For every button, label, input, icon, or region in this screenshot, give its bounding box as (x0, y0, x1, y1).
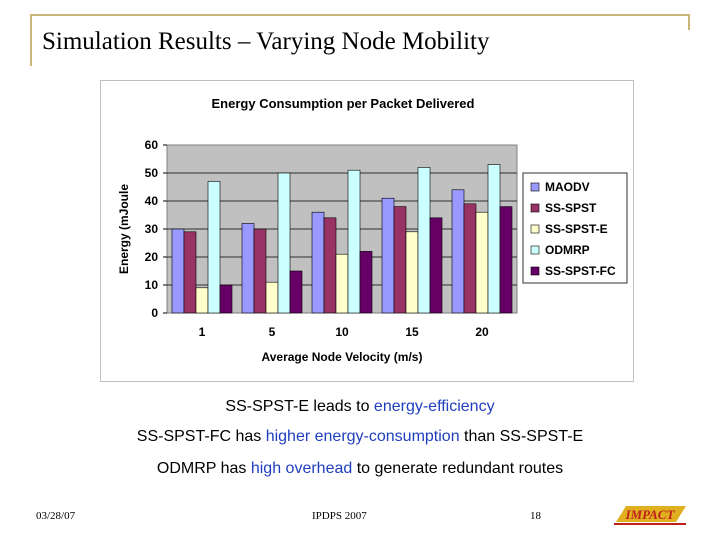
legend-swatch (530, 266, 540, 276)
footer-date: 03/28/07 (36, 510, 76, 522)
legend-swatch (530, 245, 540, 255)
x-tick-label: 10 (335, 325, 349, 339)
y-tick-label: 50 (145, 166, 159, 180)
bar-ss-spst-fc (429, 217, 443, 314)
y-tick-label: 0 (151, 306, 158, 320)
bar-ss-spst (463, 203, 477, 314)
note-line-1: SS-SPST-E leads to energy-efficiency (0, 398, 720, 416)
impact-logo: IMPACT (614, 506, 686, 525)
legend-label: SS-SPST (545, 201, 597, 215)
bar-ss-spst (253, 228, 267, 314)
slide-title: Simulation Results – Varying Node Mobili… (42, 28, 490, 55)
footer-page-number: 18 (530, 510, 541, 522)
bar-ss-spst-e (475, 211, 489, 314)
legend-label: SS-SPST-E (545, 222, 608, 236)
bar-odmrp (347, 169, 361, 314)
bar-ss-spst-e (405, 231, 419, 314)
x-axis-title: Average Node Velocity (m/s) (262, 350, 423, 364)
note-line-3-a: ODMRP has (156, 460, 251, 477)
legend-box (522, 172, 628, 284)
note-line-2-a: SS-SPST-FC has (136, 428, 266, 445)
y-tick-label: 20 (145, 250, 159, 264)
logo-text: IMPACT (625, 507, 676, 522)
y-tick-label: 10 (145, 278, 159, 292)
slide-frame-right (688, 14, 690, 30)
legend-label: SS-SPST-FC (545, 264, 616, 278)
footer-venue: IPDPS 2007 (312, 510, 367, 522)
note-line-2-c: than SS-SPST-E (459, 428, 584, 445)
slide-frame-left (30, 14, 32, 66)
chart-container: Energy Consumption per Packet Delivered 0… (100, 80, 634, 382)
bar-maodv (311, 211, 325, 314)
bar-ss-spst-e (195, 287, 209, 314)
bar-ss-spst-e (335, 253, 349, 314)
x-tick-label: 20 (475, 325, 489, 339)
bar-odmrp (417, 167, 431, 314)
legend-swatch (530, 203, 540, 213)
y-tick-label: 60 (145, 138, 159, 152)
legend-label: ODMRP (545, 243, 590, 257)
note-line-2-highlight: higher energy-consumption (265, 428, 460, 445)
bar-chart: Energy Consumption per Packet Delivered 0… (117, 96, 628, 364)
bar-ss-spst (183, 231, 197, 314)
bar-maodv (241, 223, 255, 314)
bar-ss-spst-fc (289, 270, 303, 314)
bar-odmrp (487, 164, 501, 314)
y-tick-label: 40 (145, 194, 159, 208)
logo-background (616, 506, 686, 522)
note-line-2: SS-SPST-FC has higher energy-consumption… (0, 428, 720, 446)
legend-swatch (530, 224, 540, 234)
bar-ss-spst-fc (219, 284, 233, 314)
legend-swatch (530, 182, 540, 192)
bar-maodv (171, 228, 185, 314)
bar-ss-spst-fc (499, 206, 513, 314)
y-axis-title: Energy (mJoule (117, 184, 131, 274)
bar-ss-spst-fc (359, 251, 373, 314)
note-line-1-a: SS-SPST-E leads to (225, 398, 374, 415)
bar-maodv (381, 197, 395, 314)
bar-odmrp (207, 181, 221, 314)
bar-ss-spst (393, 206, 407, 314)
bar-ss-spst (323, 217, 337, 314)
note-line-3-c: to generate redundant routes (352, 460, 564, 477)
bar-odmrp (277, 172, 291, 314)
y-tick-label: 30 (145, 222, 159, 236)
note-line-3: ODMRP has high overhead to generate redu… (0, 460, 720, 478)
slide-frame-top (30, 14, 690, 16)
x-tick-label: 1 (199, 325, 206, 339)
chart-title: Energy Consumption per Packet Delivered (212, 96, 475, 111)
x-tick-label: 15 (405, 325, 419, 339)
bar-maodv (451, 189, 465, 314)
bar-ss-spst-e (265, 281, 279, 314)
legend-label: MAODV (545, 180, 590, 194)
note-line-3-highlight: high overhead (250, 460, 353, 477)
x-tick-label: 5 (269, 325, 276, 339)
note-line-1-highlight: energy-efficiency (373, 398, 495, 415)
